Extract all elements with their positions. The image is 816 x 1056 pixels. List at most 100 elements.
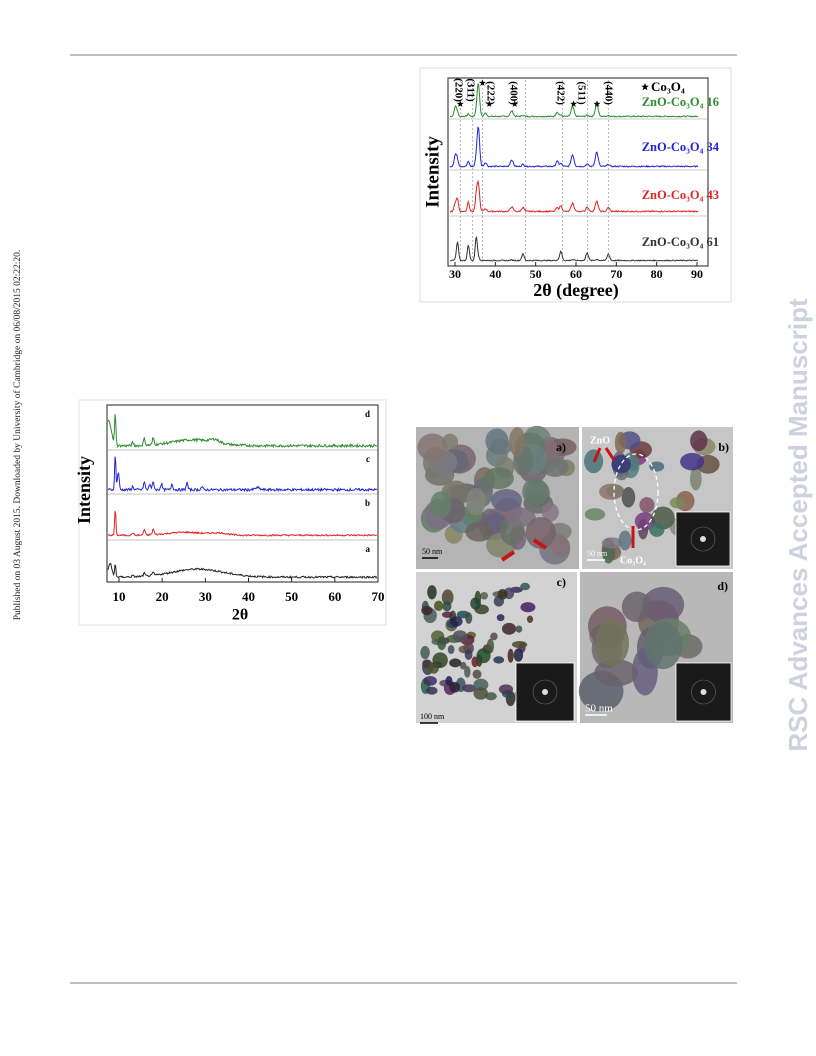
highlight-ellipse xyxy=(613,453,659,531)
particle xyxy=(551,536,570,557)
x-tick-label: 30 xyxy=(199,589,212,604)
particle xyxy=(464,649,473,660)
particle xyxy=(611,454,631,474)
arrow xyxy=(604,447,616,461)
x-tick-label: 10 xyxy=(113,589,126,604)
particle xyxy=(490,489,523,512)
particle xyxy=(642,586,685,623)
scale-bar-label: 50 nm xyxy=(587,549,608,558)
particle xyxy=(541,502,559,522)
particle xyxy=(459,661,467,670)
particle xyxy=(649,461,665,472)
particle xyxy=(505,507,536,528)
scale-bar-label: 100 nm xyxy=(420,712,445,721)
star-marker xyxy=(479,79,486,86)
particle xyxy=(618,530,632,551)
series-label: ZnO-Co₃O₄ 16 xyxy=(642,95,719,109)
scale-bar-label: 50 nm xyxy=(422,547,443,556)
star-marker xyxy=(641,83,649,91)
particle xyxy=(422,659,431,669)
watermark: RSC Advances Accepted Manuscript xyxy=(783,298,813,752)
panel-label: b xyxy=(365,498,370,508)
annotation: ZnO xyxy=(590,435,610,446)
particle xyxy=(485,692,497,701)
particle xyxy=(464,666,471,678)
particle xyxy=(594,620,630,667)
peak-label: (311) xyxy=(464,78,476,102)
particle xyxy=(452,630,468,643)
panel-label: b) xyxy=(718,440,729,454)
diffraction-center xyxy=(700,689,707,695)
panel-label: d) xyxy=(717,579,728,593)
particle xyxy=(511,640,528,649)
arrow xyxy=(532,538,548,550)
panel-label: d xyxy=(365,409,370,419)
particle xyxy=(520,602,536,613)
xrd-trace xyxy=(107,456,378,493)
x-tick-label: 80 xyxy=(651,267,663,281)
x-tick-label: 50 xyxy=(285,589,298,604)
scale-bar-label: 50 nm xyxy=(585,703,613,715)
panel-label: c) xyxy=(557,575,566,589)
particle xyxy=(433,600,444,611)
particle xyxy=(496,614,505,622)
particle xyxy=(447,644,455,655)
x-axis-label: 2θ xyxy=(232,607,248,624)
particle xyxy=(509,426,526,457)
series-label: ZnO-Co₃O₄ 61 xyxy=(642,235,719,249)
particle xyxy=(614,431,627,454)
x-tick-label: 70 xyxy=(610,267,622,281)
panel-label: a xyxy=(366,544,371,554)
series-label: ZnO-Co₃O₄ 43 xyxy=(642,188,719,202)
particle xyxy=(525,517,556,549)
particle xyxy=(450,616,463,627)
particle xyxy=(466,487,486,516)
x-tick-label: 60 xyxy=(570,267,582,281)
particle xyxy=(690,466,702,491)
legend-label: Co₃O₄ xyxy=(651,79,685,94)
particle xyxy=(437,636,447,651)
x-tick-label: 90 xyxy=(691,267,703,281)
y-axis-label: Intensity xyxy=(74,456,94,524)
particle xyxy=(486,638,495,654)
particle xyxy=(441,589,454,606)
x-tick-label: 40 xyxy=(242,589,255,604)
particle xyxy=(584,508,606,521)
peak-label: (222) xyxy=(484,81,496,105)
particle xyxy=(621,591,653,622)
x-tick-label: 20 xyxy=(156,589,169,604)
x-tick-label: 60 xyxy=(328,589,341,604)
particle xyxy=(594,659,638,687)
diffraction-ring xyxy=(690,526,716,552)
peak-label: (400) xyxy=(507,81,519,105)
diffraction-center xyxy=(700,536,706,542)
diffraction-ring xyxy=(532,679,558,705)
x-tick-label: 50 xyxy=(530,267,542,281)
series-label: ZnO-Co₃O₄ 34 xyxy=(642,140,720,154)
particle xyxy=(480,591,489,600)
panel-label: a) xyxy=(556,440,566,454)
particle xyxy=(634,512,656,531)
diffraction-center xyxy=(542,689,548,695)
figure-frame xyxy=(78,399,387,626)
xrd-figure: Co₃O₄ (220) (311) (222) (400) (422) (511) (440)… xyxy=(419,67,732,303)
particle xyxy=(501,622,517,635)
x-tick-label: 70 xyxy=(372,589,385,604)
peak-label: (220) xyxy=(452,78,464,102)
particle xyxy=(513,648,524,662)
x-axis-label: 2θ (degree) xyxy=(533,280,619,301)
xrd-trace xyxy=(449,179,699,213)
y-axis-label: Intensity xyxy=(422,136,443,208)
particle xyxy=(472,669,482,679)
particle xyxy=(621,487,636,508)
particle xyxy=(426,686,438,695)
download-note: Published on 03 August 2015. Downloaded … xyxy=(12,250,23,620)
particle xyxy=(470,597,481,610)
particle xyxy=(417,433,448,462)
particle xyxy=(669,497,686,509)
xrd-trace xyxy=(449,126,699,168)
particle xyxy=(473,678,489,691)
particle xyxy=(428,663,439,674)
peak-label: (422) xyxy=(554,81,566,105)
particle xyxy=(507,648,514,663)
